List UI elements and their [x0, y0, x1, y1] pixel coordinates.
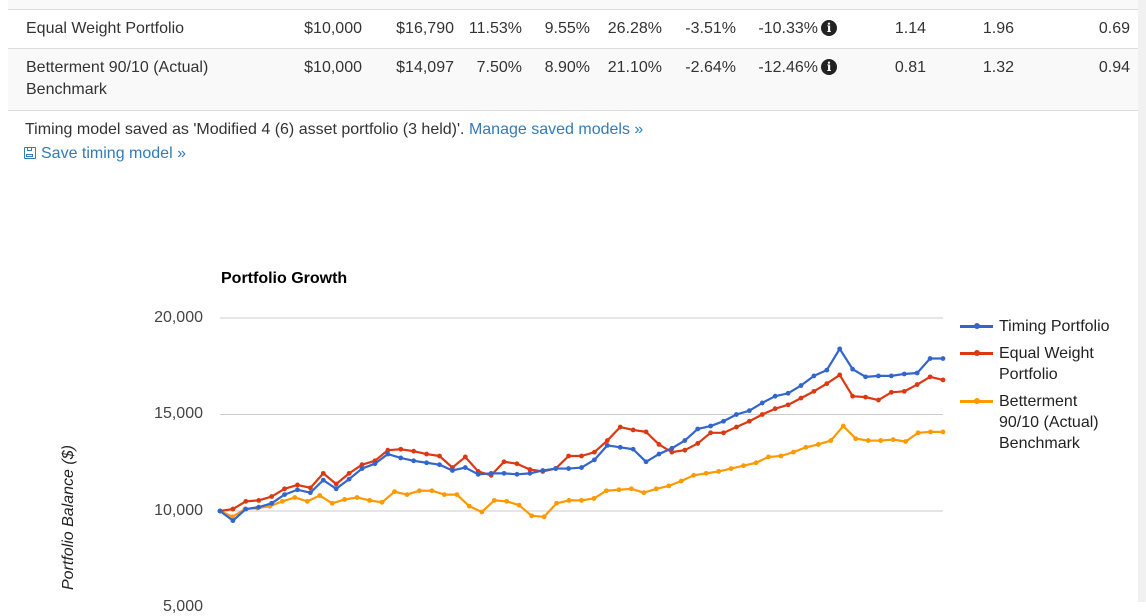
info-icon[interactable]: i [821, 58, 837, 75]
results-table-container: Equal Weight Portfolio $10,000 $16,790 1… [8, 0, 1138, 111]
best-year: 21.10% [590, 48, 662, 111]
final-balance: $16,790 [362, 10, 454, 49]
saved-message-line: Timing model saved as 'Modified 4 (6) as… [25, 118, 643, 142]
worst-year: -3.51% [662, 10, 736, 49]
manage-saved-models-link[interactable]: Manage saved models » [468, 121, 644, 138]
legend-item-betterment-benchmark[interactable]: Betterment 90/10 (Actual) Benchmark [960, 391, 1129, 454]
legend-item-timing-portfolio[interactable]: Timing Portfolio [960, 316, 1129, 337]
save-timing-model-link[interactable]: Save timing model » [24, 145, 186, 162]
max-drawdown: -10.33% [736, 10, 818, 49]
market-correlation: 0.69 [1014, 10, 1138, 49]
stdev: 9.55% [522, 10, 590, 49]
save-model-line: Save timing model » [24, 142, 643, 166]
y-tick-label: 5,000 [162, 598, 203, 615]
portfolio-name: Betterment 90/10 (Actual) Benchmark [8, 48, 258, 111]
legend-label: Timing Portfolio [999, 318, 1110, 335]
y-axis-label: Portfolio Balance ($) [60, 445, 77, 590]
legend-line-icon [960, 350, 993, 356]
max-drawdown: -12.46% [736, 48, 818, 111]
sharpe-ratio: 1.14 [838, 10, 926, 49]
legend-item-equal-weight[interactable]: Equal Weight Portfolio [960, 343, 1129, 385]
y-tick-label: 15,000 [154, 405, 203, 422]
y-tick-label: 20,000 [154, 309, 203, 326]
sortino-ratio: 1.32 [926, 48, 1014, 111]
final-balance: $14,097 [362, 48, 454, 111]
portfolio-name-line2: Benchmark [26, 80, 107, 98]
model-notes: Timing model saved as 'Modified 4 (6) as… [24, 118, 643, 166]
table-previous-row [8, 0, 1138, 10]
info-cell: i [818, 10, 838, 49]
max-drawdown-value: -10.33% [758, 20, 818, 37]
chart-title: Portfolio Growth [221, 270, 348, 287]
info-icon[interactable]: i [821, 20, 837, 36]
portfolio-name-line1: Betterment 90/10 (Actual) [26, 58, 209, 76]
chart-plot-area [217, 317, 946, 524]
worst-year: -2.64% [662, 48, 736, 111]
y-tick-label: 10,000 [154, 502, 203, 519]
floppy-disk-icon [24, 147, 36, 159]
best-year: 26.28% [590, 10, 662, 49]
page-scrollbar[interactable] [1138, 0, 1146, 602]
info-cell: i [818, 48, 838, 111]
save-timing-model-label: Save timing model » [41, 145, 186, 162]
initial-balance: $10,000 [258, 10, 362, 49]
market-correlation: 0.94 [1014, 48, 1138, 111]
initial-balance: $10,000 [258, 48, 362, 111]
legend-line-icon [960, 398, 993, 404]
legend-label: Betterment 90/10 (Actual) Benchmark [999, 393, 1099, 452]
table-row: Betterment 90/10 (Actual) Benchmark $10,0… [8, 48, 1138, 111]
chart-legend: Timing Portfolio Equal Weight Portfolio … [960, 316, 1129, 460]
max-drawdown-value: -12.46% [758, 58, 818, 76]
cagr: 11.53% [454, 10, 522, 49]
sharpe-ratio: 0.81 [838, 48, 926, 111]
table-row: Equal Weight Portfolio $10,000 $16,790 1… [8, 10, 1138, 49]
cagr: 7.50% [454, 48, 522, 111]
portfolio-name: Equal Weight Portfolio [8, 10, 258, 49]
sortino-ratio: 1.96 [926, 10, 1014, 49]
legend-label: Equal Weight Portfolio [999, 345, 1094, 383]
legend-line-icon [960, 323, 993, 329]
stdev: 8.90% [522, 48, 590, 111]
results-table: Equal Weight Portfolio $10,000 $16,790 1… [8, 10, 1138, 111]
saved-message: Timing model saved as 'Modified 4 (6) as… [25, 121, 465, 138]
portfolio-growth-chart: Portfolio Growth 20,000 15,000 10,000 5,… [0, 250, 1146, 615]
